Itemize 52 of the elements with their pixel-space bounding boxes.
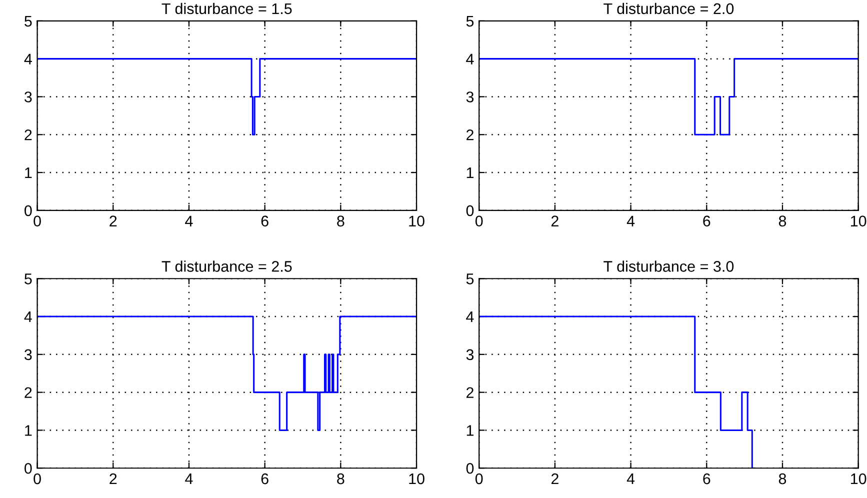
y-tick-label: 0 [466, 205, 474, 216]
chart-title: T disturbance = 1.5 [162, 2, 292, 14]
y-tick-label: 2 [24, 387, 32, 398]
x-tick-label: 6 [261, 216, 268, 226]
y-tick-label: 3 [24, 92, 32, 102]
y-tick-label: 5 [466, 16, 474, 27]
y-tick-label: 2 [466, 129, 474, 140]
y-tick-label: 0 [466, 462, 474, 474]
y-tick-label: 5 [466, 274, 474, 284]
x-tick-label: 0 [475, 216, 483, 226]
y-tick-label: 1 [466, 168, 474, 178]
x-tick-label: 4 [185, 474, 193, 484]
y-tick-label: 5 [24, 274, 32, 284]
x-tick-label: 10 [409, 473, 424, 484]
x-tick-label: 10 [851, 473, 866, 484]
y-tick-label: 1 [25, 168, 32, 178]
x-tick-label: 2 [551, 473, 558, 484]
y-tick-label: 5 [24, 16, 32, 27]
x-tick-label: 0 [475, 473, 483, 484]
x-tick-label: 8 [778, 216, 786, 226]
y-tick-label: 3 [24, 349, 32, 360]
y-tick-label: 1 [25, 425, 32, 436]
y-tick-label: 3 [466, 92, 474, 102]
y-tick-label: 2 [466, 387, 474, 398]
x-tick-label: 2 [110, 216, 117, 226]
x-tick-label: 10 [851, 216, 866, 226]
y-tick-label: 0 [24, 205, 32, 216]
y-tick-label: 4 [466, 312, 474, 322]
x-tick-label: 4 [185, 216, 193, 226]
x-tick-label: 4 [626, 216, 635, 226]
x-tick-label: 2 [551, 216, 558, 226]
y-tick-label: 0 [24, 462, 32, 474]
x-tick-label: 0 [34, 216, 41, 226]
x-tick-label: 6 [703, 216, 710, 226]
y-tick-label: 1 [466, 425, 474, 436]
y-tick-label: 2 [24, 129, 32, 140]
chart-title: T disturbance = 3.0 [604, 260, 734, 272]
y-tick-label: 4 [24, 312, 32, 322]
x-tick-label: 6 [261, 473, 268, 484]
x-tick-label: 2 [110, 473, 117, 484]
x-tick-label: 6 [703, 473, 710, 484]
chart-title: T disturbance = 2.0 [604, 2, 734, 14]
x-tick-label: 4 [626, 474, 635, 484]
y-tick-label: 3 [466, 349, 474, 360]
x-tick-label: 0 [34, 473, 41, 484]
x-tick-label: 8 [337, 473, 344, 484]
y-tick-label: 4 [24, 54, 32, 64]
x-tick-label: 10 [409, 216, 424, 226]
y-tick-label: 4 [466, 54, 474, 64]
x-tick-label: 8 [337, 216, 344, 226]
chart-title: T disturbance = 2.5 [162, 260, 292, 272]
x-tick-label: 8 [778, 473, 786, 484]
